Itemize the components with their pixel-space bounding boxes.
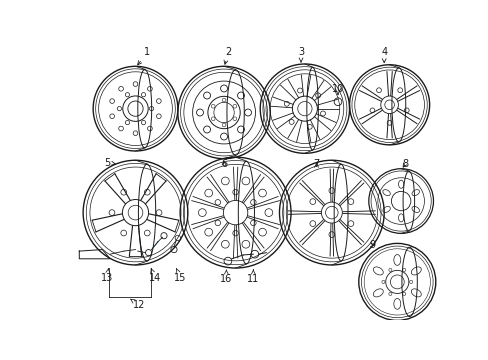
Text: 12: 12 [130, 299, 145, 310]
Text: 14: 14 [148, 269, 161, 283]
Text: 2: 2 [224, 48, 230, 64]
Text: 1: 1 [138, 48, 150, 65]
Text: 4: 4 [380, 48, 386, 63]
Text: 10: 10 [331, 84, 344, 94]
Text: 8: 8 [401, 159, 407, 169]
Text: 7: 7 [313, 159, 319, 169]
Text: 9: 9 [369, 240, 375, 250]
Text: 11: 11 [246, 270, 259, 284]
Text: 6: 6 [221, 159, 226, 169]
Text: 3: 3 [297, 48, 304, 62]
Text: 15: 15 [174, 269, 186, 283]
Text: 5: 5 [103, 158, 115, 167]
Text: 13: 13 [101, 269, 113, 283]
Text: 16: 16 [220, 270, 232, 284]
